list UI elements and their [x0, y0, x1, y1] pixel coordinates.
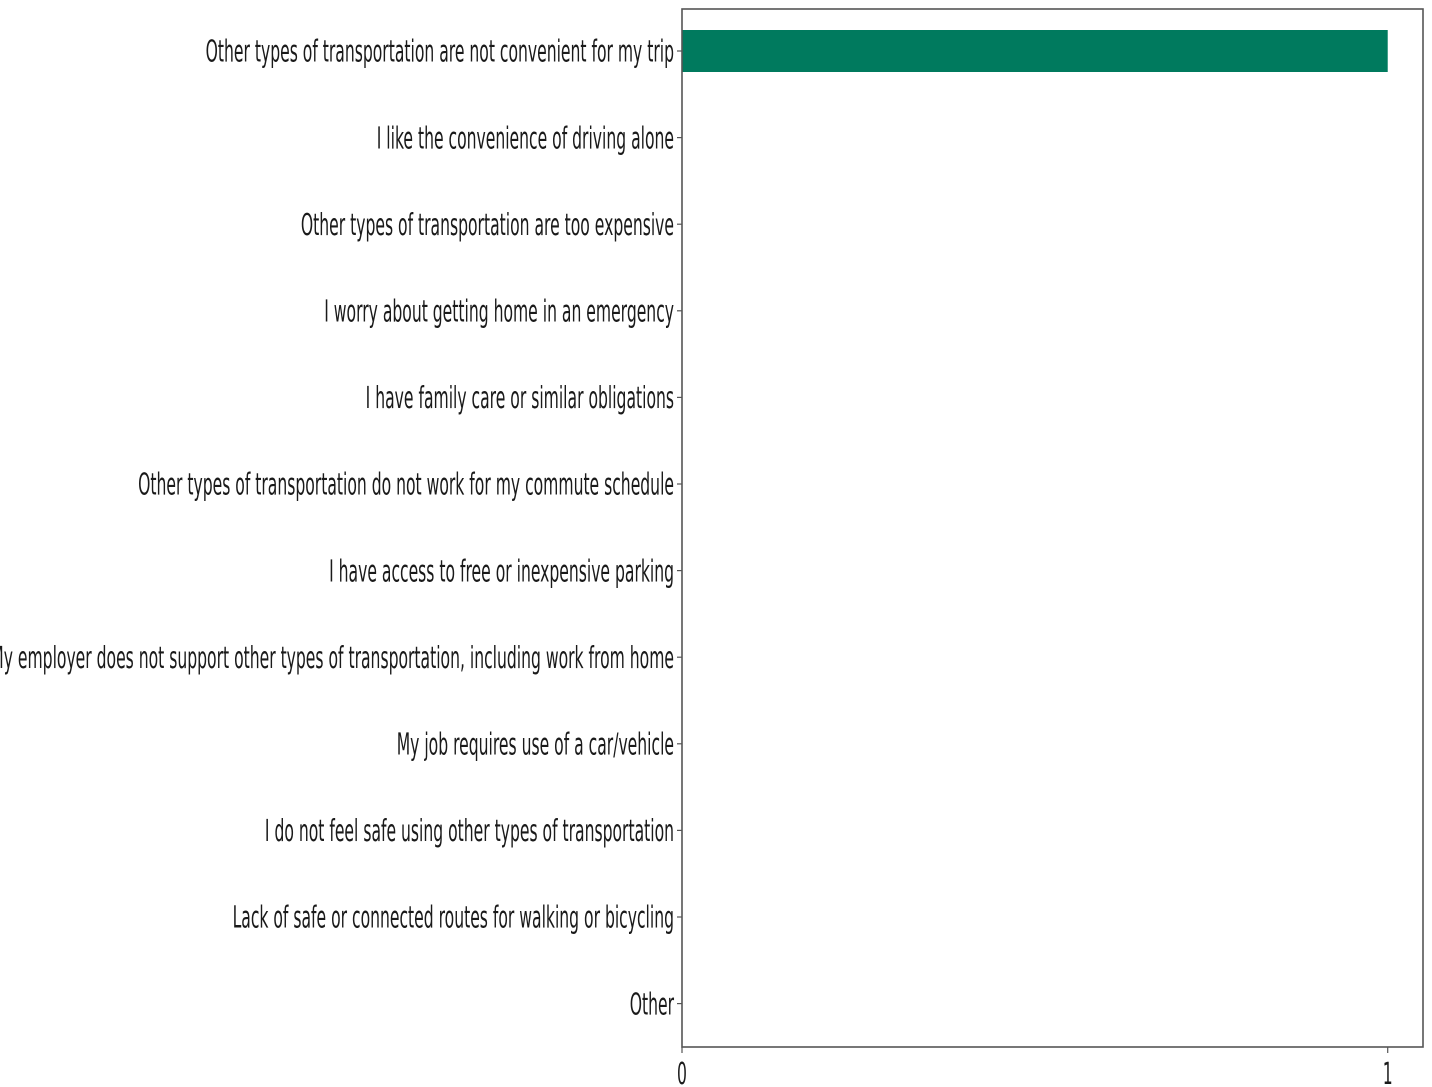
plot-frame: [681, 8, 1424, 1048]
y-tick-label: My job requires use of a car/vehicle: [397, 726, 674, 763]
y-tick-label: Other types of transportation do not wor…: [138, 466, 674, 503]
y-tick-label: Lack of safe or connected routes for wal…: [233, 899, 674, 936]
y-tick-label: Other types of transportation are not co…: [206, 33, 674, 70]
y-tick-label: My employer does not support other types…: [0, 639, 674, 676]
y-tick-labels: Other types of transportation are not co…: [0, 33, 674, 1022]
y-tick-label: Other: [630, 985, 674, 1022]
y-tick-label: I do not feel safe using other types of …: [265, 812, 674, 849]
bars-group: [682, 30, 1388, 72]
x-tick-label: 0: [677, 1055, 687, 1087]
x-tick-label: 1: [1383, 1055, 1393, 1087]
y-tick-label: Other types of transportation are too ex…: [301, 206, 674, 243]
y-tick-label: I have access to free or inexpensive par…: [329, 552, 674, 589]
tick-marks: [677, 50, 1389, 1053]
y-tick-label: I worry about getting home in an emergen…: [324, 293, 674, 330]
y-tick-label: I like the convenience of driving alone: [377, 119, 674, 156]
plot-area: [682, 9, 1423, 1047]
y-tick-label: I have family care or similar obligation…: [366, 379, 674, 416]
bar: [682, 30, 1388, 72]
